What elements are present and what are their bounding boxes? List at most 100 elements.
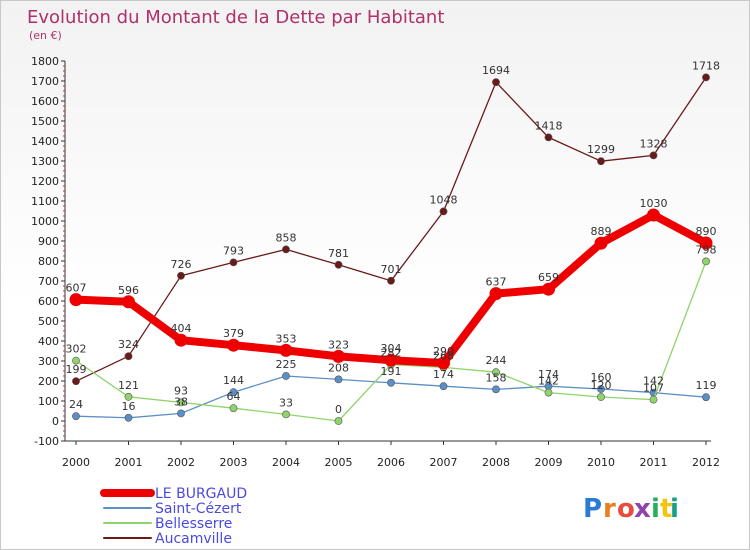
logo-letter: o [617,494,635,524]
data-point-aucamville [597,157,605,166]
data-label-bellesserre: 244 [486,354,507,367]
data-label-le-burgaud: 290 [433,345,454,358]
data-label-bellesserre: 33 [279,396,293,409]
logo-letter: i [670,494,679,524]
data-label-aucamville: 781 [328,247,349,260]
x-tick-label: 2005 [325,456,353,469]
data-point-aucamville [229,258,238,267]
series-line-le-burgaud [72,211,710,367]
data-point-le-burgaud [699,236,713,250]
y-tick-label: 1300 [31,155,59,168]
data-label-le-burgaud: 659 [538,271,559,284]
data-point-le-burgaud [174,333,188,347]
data-point-saint-c-zert [439,382,448,391]
x-tick-label: 2007 [430,456,458,469]
data-label-aucamville: 726 [171,258,192,271]
x-tick-label: 2006 [377,456,405,469]
data-label-saint-c-zert: 160 [591,371,612,384]
data-point-aucamville [702,73,710,82]
data-point-bellesserre [702,257,710,266]
data-label-saint-c-zert: 119 [696,379,717,392]
logo-letter: x [634,494,651,524]
series-line-bellesserre [75,260,707,422]
data-point-aucamville [492,78,500,87]
y-tick-label: -100 [34,435,59,448]
data-label-aucamville: 1418 [535,119,563,132]
data-point-le-burgaud [594,236,608,250]
data-point-le-burgaud [122,295,135,309]
data-label-saint-c-zert: 24 [69,398,83,411]
y-tick-label: 600 [38,295,59,308]
data-label-le-burgaud: 323 [328,338,349,351]
y-tick-label: 500 [38,315,59,328]
data-label-le-burgaud: 889 [591,225,612,238]
data-label-bellesserre: 107 [643,382,664,395]
data-label-bellesserre: 121 [118,379,139,392]
logo-letter: P [583,494,602,524]
logo-letter: r [603,494,616,524]
data-point-le-burgaud [332,349,345,363]
data-label-saint-c-zert: 158 [486,371,507,384]
data-label-saint-c-zert: 208 [328,361,349,374]
data-label-bellesserre: 93 [174,384,188,397]
data-point-aucamville [177,271,185,280]
x-tick-label: 2000 [62,456,90,469]
data-point-saint-c-zert [229,388,238,397]
data-point-le-burgaud [542,282,555,296]
legend-label: Saint-Cézert [155,501,242,517]
data-point-saint-c-zert [387,378,395,387]
data-label-aucamville: 1694 [482,64,510,77]
data-label-aucamville: 1718 [692,59,720,72]
data-label-saint-c-zert: 174 [538,368,559,381]
data-point-le-burgaud [437,356,450,370]
x-tick-label: 2004 [272,456,300,469]
data-label-le-burgaud: 404 [171,322,192,335]
data-point-aucamville [124,352,133,361]
x-tick-label: 2003 [220,456,248,469]
y-tick-label: 300 [38,355,59,368]
data-point-aucamville [334,260,343,269]
y-tick-label: 1400 [31,135,59,148]
y-tick-label: 1500 [31,115,59,128]
data-label-bellesserre: 798 [696,243,717,256]
legend-label: Aucamville [155,531,232,547]
logo-letter: i [651,494,660,524]
logo-letter: t [660,494,672,524]
data-label-saint-c-zert: 142 [643,375,664,388]
data-label-bellesserre: 120 [591,379,612,392]
data-label-bellesserre: 302 [66,343,87,356]
x-tick-label: 2010 [587,456,615,469]
x-tick-label: 2001 [115,456,143,469]
y-tick-label: 100 [38,395,59,408]
series-layer [69,73,713,425]
data-point-bellesserre [544,388,553,397]
data-point-aucamville [72,377,80,386]
data-label-le-burgaud: 596 [118,284,139,297]
data-point-le-burgaud [279,343,293,357]
data-label-saint-c-zert: 191 [381,365,402,378]
data-point-bellesserre [124,392,133,401]
data-point-saint-c-zert [282,372,290,380]
data-point-saint-c-zert [702,393,710,402]
y-tick-label: 1700 [31,75,59,88]
data-point-le-burgaud [489,287,503,301]
data-label-bellesserre: 64 [227,390,241,403]
data-point-bellesserre [492,368,500,377]
data-label-le-burgaud: 353 [276,332,297,345]
x-tick-label: 2011 [640,456,668,469]
data-label-bellesserre: 142 [538,375,559,388]
data-label-aucamville: 1048 [430,193,458,206]
data-label-bellesserre: 0 [335,403,342,416]
data-label-bellesserre: 268 [433,349,454,362]
data-label-saint-c-zert: 38 [174,395,188,408]
legend-label: Bellesserre [155,516,232,532]
x-tick-label: 2012 [692,456,720,469]
data-point-le-burgaud [384,353,398,367]
data-point-aucamville [649,151,658,160]
chart-subtitle: (en €) [29,29,62,42]
x-tick-label: 2008 [482,456,510,469]
y-tick-label: 1000 [31,215,59,228]
data-point-bellesserre [282,410,290,419]
data-label-le-burgaud: 607 [66,282,87,295]
